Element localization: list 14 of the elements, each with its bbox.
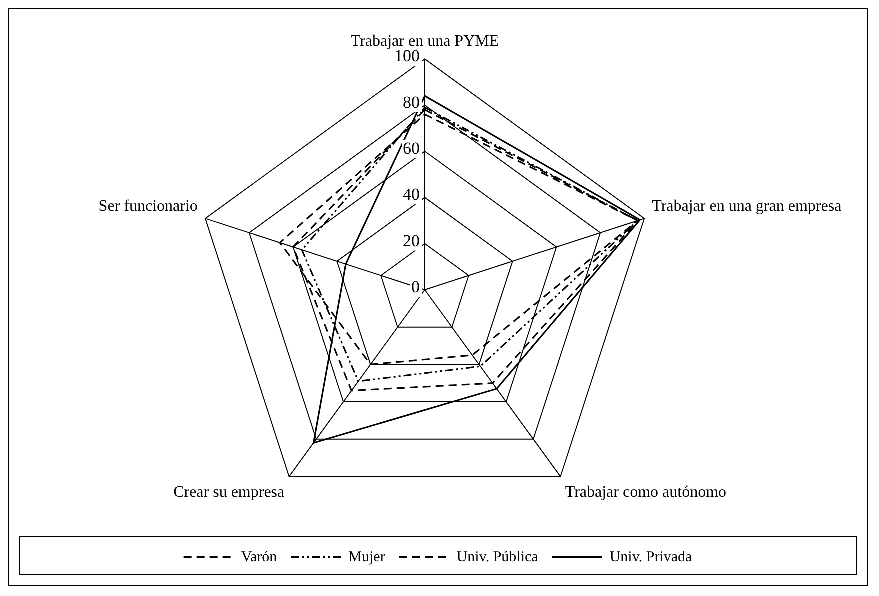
y-tick-label: 40 <box>403 185 420 204</box>
spoke-label: Trabajar como autónomo <box>565 484 727 501</box>
y-tick-label: 0 <box>412 277 420 296</box>
legend-label: Varón <box>241 549 278 566</box>
legend-label: Univ. Pública <box>456 549 539 566</box>
spoke-label: Crear su empresa <box>174 484 285 501</box>
y-tick-label: 100 <box>394 46 420 66</box>
legend-label: Mujer <box>348 549 386 566</box>
y-tick-label: 20 <box>403 231 420 250</box>
legend-label: Univ. Privada <box>610 549 693 566</box>
spoke-label: Ser funcionario <box>98 198 198 215</box>
y-tick-label: 60 <box>403 138 420 158</box>
y-tick-label: 80 <box>403 92 420 112</box>
spoke-label: Trabajar en una gran empresa <box>652 198 842 215</box>
